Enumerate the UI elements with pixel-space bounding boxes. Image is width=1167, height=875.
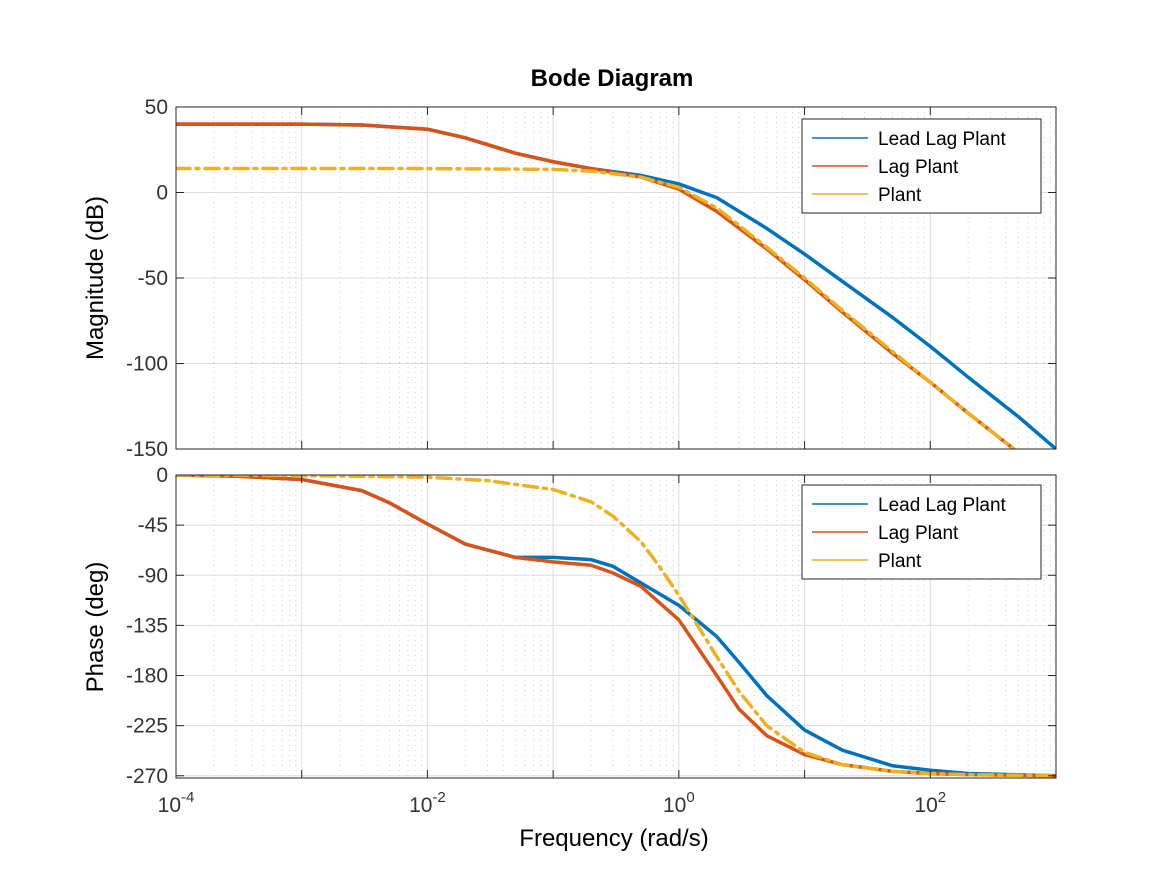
x-tick-base: 10 [663,794,686,817]
phase-panel: 0 -45 -90 -135 -180 -225 -270 Phase (deg) Lead… [82,464,1057,788]
x-tick-exponent: -4 [181,789,194,806]
chart-title: Bode Diagram [531,65,694,92]
x-tick-label: 10-4 [158,789,195,817]
magnitude-legend: Lead Lag Plant Lag Plant Plant [801,118,1042,214]
magnitude-lines [176,122,1056,449]
phase-series-plant [176,475,1056,778]
x-axis-label: Frequency (rad/s) [519,825,708,852]
magnitude-ticks: 50 0 -50 -100 -150 [126,96,1057,461]
magnitude-legend-label-plant: Plant [878,185,922,206]
x-tick-base: 10 [409,794,432,817]
phase-ticks: 0 -45 -90 -135 -180 -225 -270 [126,464,1057,788]
phase-ytick-label: -45 [138,514,168,537]
magnitude-ytick-label: -50 [138,267,168,290]
magnitude-series-plant [176,166,1017,449]
x-tick-base: 10 [158,794,181,817]
phase-legend-label-lead-lag-plant: Lead Lag Plant [878,495,1007,516]
x-tick-exponent: 2 [938,789,946,806]
phase-ytick-label: -225 [126,715,168,738]
phase-ytick-label: 0 [156,464,168,487]
phase-ytick-label: -180 [126,665,168,688]
x-tick-exponent: -2 [432,789,445,806]
phase-ylabel: Phase (deg) [82,562,109,693]
phase-ytick-label: -135 [126,614,168,637]
magnitude-ytick-label: -100 [126,353,168,376]
x-tick-exponent: 0 [686,789,694,806]
x-tick-labels: 10-4 10-2 100 102 [158,789,946,817]
phase-lines [176,475,1056,778]
x-tick-base: 10 [914,794,937,817]
x-tick-label: 102 [914,789,946,817]
magnitude-legend-label-lead-lag-plant: Lead Lag Plant [878,129,1007,150]
x-tick-label: 100 [663,789,695,817]
magnitude-ylabel: Magnitude (dB) [82,196,109,360]
phase-legend: Lead Lag Plant Lag Plant Plant [801,484,1042,580]
phase-ytick-label: -90 [138,564,168,587]
phase-legend-label-plant: Plant [878,551,922,572]
magnitude-legend-label-lag-plant: Lag Plant [878,157,959,178]
phase-legend-label-lag-plant: Lag Plant [878,523,959,544]
magnitude-panel: 50 0 -50 -100 -150 Magnitude (dB) Lead Lag P… [82,96,1057,461]
x-tick-label: 10-2 [409,789,446,817]
phase-axes-frame [175,474,1057,779]
magnitude-ytick-label: 50 [145,96,168,119]
magnitude-ytick-label: 0 [156,182,168,205]
phase-ytick-label: -270 [126,765,168,788]
magnitude-ytick-label: -150 [126,438,168,461]
